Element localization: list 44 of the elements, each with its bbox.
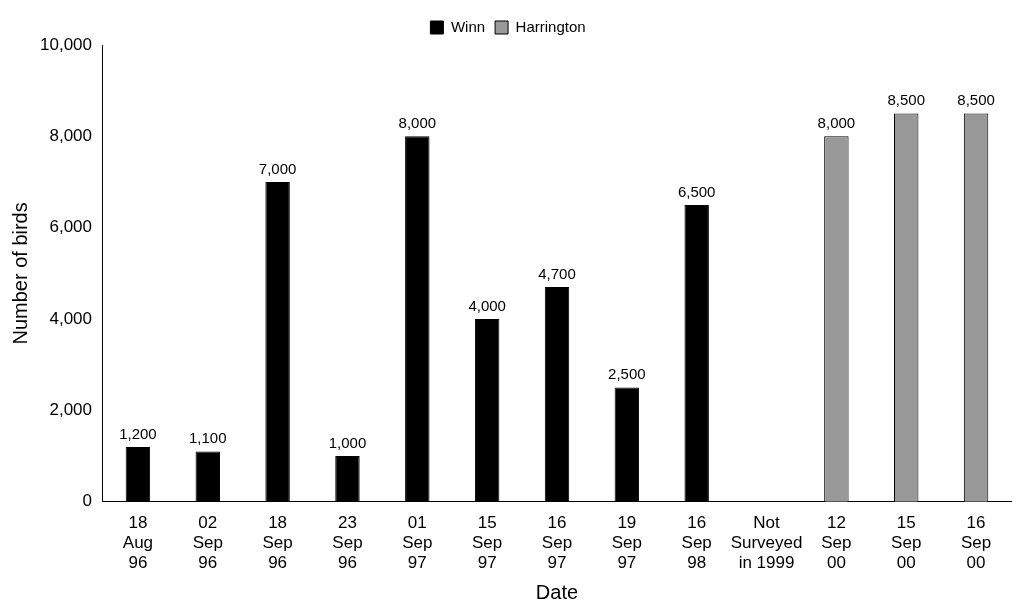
bar (125, 446, 151, 502)
x-tick-label: 16 Sep 00 (960, 512, 992, 573)
data-label: 4,000 (468, 296, 506, 314)
y-axis-title: Number of birds (8, 202, 31, 345)
x-tick-label: 18 Sep 96 (262, 512, 293, 573)
x-tick-label: 16 Sep 98 (681, 512, 712, 573)
bar (544, 287, 570, 502)
x-tick-label: 23 Sep 96 (332, 512, 363, 573)
data-label: 6,500 (677, 182, 716, 200)
data-label: 2,500 (608, 365, 646, 383)
y-tick-label: 8,000 (49, 126, 92, 146)
x-tick-label: 01 Sep 97 (402, 512, 433, 573)
x-tick-label: 16 Sep 97 (541, 512, 573, 573)
data-label: 7,000 (258, 159, 297, 177)
bar (684, 204, 709, 502)
legend-label: Winn (450, 17, 486, 35)
data-label: 1,000 (328, 433, 367, 451)
data-label: 1,100 (188, 429, 227, 447)
legend-label: Harrington (515, 17, 586, 35)
data-label: 1,200 (119, 424, 157, 442)
x-tick-label: 12 Sep 00 (821, 512, 852, 573)
bar (474, 319, 500, 502)
bar (265, 182, 290, 502)
y-tick-label: 2,000 (49, 400, 92, 420)
x-tick-label: 15 Sep 97 (472, 512, 503, 573)
data-label: 8,000 (817, 114, 856, 131)
bar (335, 456, 360, 502)
bar (195, 451, 220, 502)
data-label: 4,700 (538, 264, 576, 282)
x-tick-label: 15 Sep 00 (891, 512, 922, 573)
x-tick-label: 02 Sep 96 (192, 512, 223, 573)
x-tick-label: 18 Aug 96 (122, 512, 154, 573)
data-label: 8,500 (887, 91, 925, 109)
data-label: 8,000 (398, 114, 437, 131)
bar (405, 136, 430, 502)
data-label: 8,500 (957, 91, 995, 109)
y-tick-label: 0 (82, 491, 92, 511)
bar (614, 387, 640, 502)
y-tick-label: 4,000 (49, 308, 92, 328)
y-tick-label: 10,000 (40, 34, 92, 54)
y-tick-label: 6,000 (49, 217, 92, 237)
x-tick-label: Not Surveyed in 1999 (730, 512, 803, 573)
x-tick-label: 19 Sep 97 (611, 512, 642, 573)
x-axis-title: Date (535, 580, 579, 603)
